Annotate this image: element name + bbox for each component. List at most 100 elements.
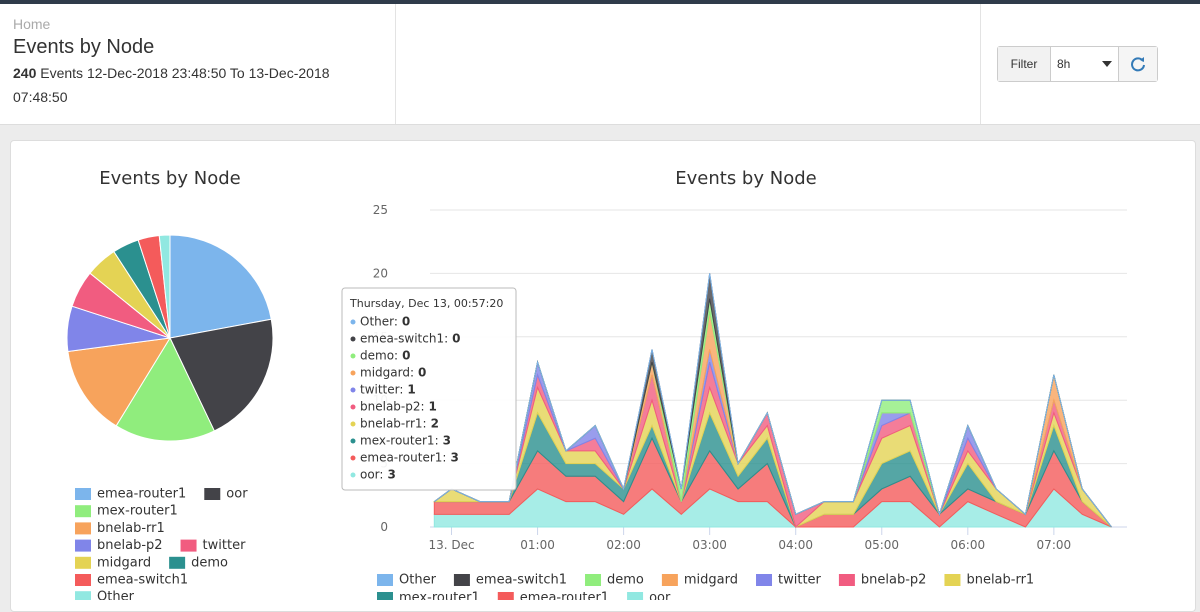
legend-item[interactable]: bnelab-p2 bbox=[838, 573, 927, 588]
filter-group: Filter 8h bbox=[997, 46, 1158, 82]
pie-slice[interactable] bbox=[67, 337, 171, 427]
x-tick-label: 03:00 bbox=[692, 538, 727, 552]
pie-slice[interactable] bbox=[169, 318, 274, 432]
legend-item[interactable]: oor bbox=[627, 591, 671, 601]
tooltip-value: 0 bbox=[402, 349, 410, 363]
legend-item[interactable]: midgard bbox=[75, 555, 151, 570]
legend-item[interactable]: oor bbox=[204, 487, 248, 502]
legend-swatch bbox=[377, 574, 393, 586]
legend-swatch bbox=[453, 574, 470, 586]
legend-label: mex-router1 bbox=[399, 591, 480, 601]
filter-value: 8h bbox=[1057, 57, 1071, 71]
filter-select[interactable]: 8h bbox=[1051, 47, 1119, 81]
legend-item[interactable]: Other bbox=[377, 573, 437, 588]
legend-swatch bbox=[838, 574, 855, 586]
legend-swatch bbox=[169, 556, 186, 569]
legend-swatch bbox=[180, 539, 197, 552]
breadcrumb[interactable]: Home bbox=[13, 16, 51, 32]
legend-label: demo bbox=[191, 555, 228, 570]
legend-item[interactable]: mex-router1 bbox=[377, 591, 480, 601]
tooltip-value: 2 bbox=[431, 417, 439, 431]
legend-label: oor bbox=[649, 591, 671, 601]
dropdown-caret bbox=[1102, 61, 1112, 67]
legend-item[interactable]: emea-router1 bbox=[497, 591, 609, 601]
legend-item[interactable]: mex-router1 bbox=[75, 504, 178, 519]
tooltip-title: Thursday, Dec 13, 00:57:20 bbox=[349, 297, 503, 310]
area bbox=[434, 273, 1112, 528]
legend-label: bnelab-rr1 bbox=[97, 521, 165, 536]
legend-label: midgard bbox=[97, 555, 151, 570]
top-bar bbox=[0, 0, 1200, 4]
legend-label: emea-router1 bbox=[97, 487, 186, 502]
x-tick-label: 01:00 bbox=[520, 538, 555, 552]
legend-swatch bbox=[75, 539, 91, 552]
legend-item[interactable]: bnelab-rr1 bbox=[944, 573, 1034, 588]
pie-slice[interactable] bbox=[169, 234, 272, 339]
legend-swatch bbox=[944, 574, 961, 586]
legend-item[interactable]: twitter bbox=[180, 538, 247, 553]
tooltip-value: 0 bbox=[418, 366, 426, 380]
legend-swatch bbox=[75, 556, 91, 569]
legend-label: twitter bbox=[203, 538, 247, 553]
legend-swatch bbox=[627, 592, 644, 600]
legend-label: emea-router1 bbox=[520, 591, 609, 601]
legend-item[interactable]: demo bbox=[585, 573, 644, 588]
divider bbox=[980, 4, 981, 124]
refresh-button[interactable] bbox=[1119, 47, 1157, 81]
legend-label: emea-switch1 bbox=[97, 573, 188, 588]
x-tick-label: 13. Dec bbox=[428, 538, 474, 552]
legend-item[interactable]: twitter bbox=[756, 573, 822, 588]
tooltip-label: oor: bbox=[360, 468, 383, 482]
legend-item[interactable]: midgard bbox=[661, 573, 738, 588]
legend-swatch bbox=[585, 574, 602, 586]
y-tick-label: 25 bbox=[373, 203, 388, 217]
refresh-icon bbox=[1131, 57, 1145, 72]
legend-label: twitter bbox=[778, 573, 822, 588]
x-tick-label: 04:00 bbox=[778, 538, 813, 552]
time-range: Events 12-Dec-2018 23:48:50 To 13-Dec-20… bbox=[13, 65, 330, 105]
legend-swatch bbox=[75, 488, 91, 500]
tooltip-label: emea-switch1: bbox=[360, 332, 448, 346]
x-tick-label: 02:00 bbox=[606, 538, 641, 552]
pie-slice[interactable] bbox=[115, 336, 216, 442]
tooltip-bullet bbox=[350, 404, 356, 410]
legend-swatch bbox=[377, 592, 393, 600]
pie-slice[interactable] bbox=[158, 234, 171, 339]
legend-label: midgard bbox=[684, 573, 738, 588]
legend-item[interactable]: bnelab-rr1 bbox=[75, 521, 165, 536]
x-tick-label: 06:00 bbox=[951, 538, 986, 552]
header-info: Home Events by Node 240 Events 12-Dec-20… bbox=[13, 16, 383, 109]
tooltip-label: midgard: bbox=[360, 366, 414, 380]
tooltip-bullet bbox=[350, 387, 356, 393]
legend-item[interactable]: emea-router1 bbox=[75, 487, 186, 502]
legend-label: Other bbox=[399, 573, 437, 588]
tooltip-bullet bbox=[350, 370, 356, 376]
tooltip-bullet bbox=[350, 455, 356, 461]
tooltip-label: bnelab-rr1: bbox=[360, 417, 427, 431]
legend-swatch bbox=[75, 522, 91, 535]
tooltip-value: 1 bbox=[407, 383, 415, 397]
tooltip-value: 3 bbox=[387, 468, 395, 482]
tooltip-label: Other: bbox=[360, 315, 398, 329]
legend-swatch bbox=[497, 592, 514, 600]
legend-label: demo bbox=[607, 573, 644, 588]
tooltip-label: mex-router1: bbox=[360, 434, 439, 448]
legend-swatch bbox=[75, 505, 91, 518]
legend-item[interactable]: demo bbox=[169, 555, 228, 570]
legend-item[interactable]: emea-switch1 bbox=[453, 573, 567, 588]
tooltip-label: demo: bbox=[360, 349, 398, 363]
tooltip-label: emea-router1: bbox=[360, 451, 446, 465]
legend-item[interactable]: emea-switch1 bbox=[75, 573, 188, 588]
legend-label: bnelab-p2 bbox=[97, 538, 163, 553]
legend-item[interactable]: bnelab-p2 bbox=[75, 538, 163, 553]
tooltip-value: 1 bbox=[429, 400, 437, 414]
x-tick-label: 07:00 bbox=[1037, 538, 1072, 552]
tooltip-bullet bbox=[350, 438, 356, 444]
legend-item[interactable]: Other bbox=[75, 590, 135, 600]
summary: 240 Events 12-Dec-2018 23:48:50 To 13-De… bbox=[13, 61, 383, 109]
tooltip-box bbox=[341, 287, 517, 491]
header: Home Events by Node 240 Events 12-Dec-20… bbox=[0, 4, 1200, 125]
filter-label: Filter bbox=[998, 47, 1051, 81]
y-tick-label: 20 bbox=[373, 266, 388, 280]
